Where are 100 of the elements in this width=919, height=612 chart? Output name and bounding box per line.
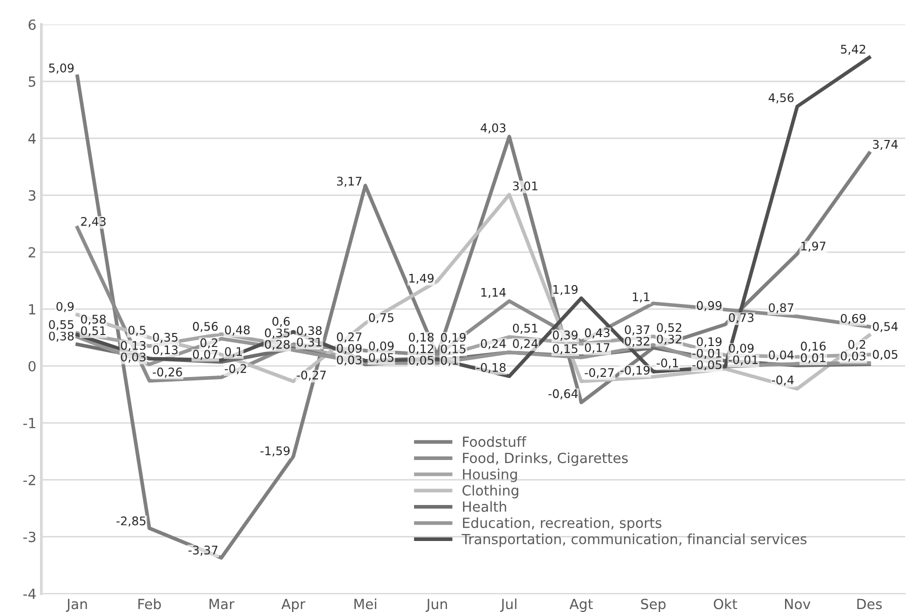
data-label: 3,17 (337, 176, 362, 187)
data-label: 0,03 (336, 355, 362, 366)
data-label: 0,54 (872, 322, 898, 332)
data-label: 0,56 (192, 322, 218, 332)
data-label: 0,12 (408, 344, 434, 354)
y-tick-label: 2 (28, 247, 36, 258)
data-label: 3,01 (513, 181, 538, 192)
data-label: 0,52 (656, 323, 682, 334)
data-label: 0,39 (552, 330, 578, 341)
x-tick-label: Agt (569, 598, 593, 612)
y-tick-label: 5 (28, 76, 36, 87)
data-label: 0,75 (368, 313, 394, 324)
data-label: -0,26 (152, 368, 182, 378)
y-tick-label: -1 (23, 418, 36, 428)
data-label: 0,05 (368, 352, 394, 364)
data-label: -0,2 (224, 364, 246, 374)
data-label: 4,56 (768, 93, 794, 104)
data-label: -0,05 (692, 360, 722, 370)
y-tick-label: 1 (29, 304, 36, 314)
data-label: 0,17 (584, 343, 610, 354)
data-label: -0,4 (772, 376, 794, 386)
data-label: -0,01 (728, 355, 758, 366)
data-label: 0,15 (552, 344, 578, 354)
y-tick-label: 0 (28, 360, 36, 372)
data-label: 0,87 (768, 303, 794, 314)
data-label: 1,1 (632, 292, 650, 302)
legend-label: Health (463, 501, 506, 512)
data-label: 0,05 (872, 350, 898, 360)
x-tick-label: Apr (281, 598, 306, 612)
data-label: 0,16 (800, 342, 826, 352)
data-label: 0,55 (48, 320, 74, 330)
data-label: 0,05 (408, 356, 434, 366)
data-label: 0,03 (120, 352, 146, 363)
data-label: 0,19 (696, 337, 722, 348)
y-tick-label: -2 (23, 474, 36, 486)
data-label: 0,32 (624, 336, 650, 347)
data-label: 0,37 (624, 325, 650, 336)
data-label: 0,38 (48, 332, 74, 342)
legend-label: Clothing (462, 484, 518, 498)
data-label: 0,24 (480, 339, 506, 350)
y-tick-label: -4 (23, 588, 36, 599)
data-label: -2,85 (116, 516, 146, 527)
data-label: 0,19 (440, 332, 466, 344)
x-tick-label: Feb (138, 598, 161, 610)
data-label: 0,09 (728, 344, 754, 354)
data-label: 0,2 (848, 340, 866, 350)
data-label: 1,19 (553, 285, 578, 296)
data-label: 0,5 (128, 326, 146, 336)
data-label: 0,35 (152, 332, 178, 343)
data-label: -1,59 (260, 446, 290, 456)
x-tick-label: Des (857, 598, 882, 610)
data-label: 0,09 (336, 344, 362, 354)
data-label: 1,49 (409, 274, 434, 284)
x-tick-label: Jul (500, 598, 516, 612)
data-label: 0,07 (192, 350, 218, 360)
data-label: 0,69 (840, 314, 866, 324)
data-label: 0,15 (440, 344, 466, 355)
x-tick-label: Jan (66, 598, 87, 612)
data-label: 5,42 (840, 44, 866, 55)
data-label: -0,27 (296, 370, 326, 381)
data-label: 0,48 (224, 325, 250, 336)
data-label: 0,27 (336, 332, 362, 343)
data-label: -0,18 (476, 363, 506, 374)
data-label: 0,73 (728, 313, 754, 324)
data-label: 0,58 (81, 314, 106, 325)
data-label: -0,19 (620, 366, 650, 376)
y-tick-label: -3 (23, 532, 36, 542)
y-tick-label: 4 (28, 133, 36, 144)
data-label: 0,24 (512, 339, 538, 350)
x-tick-label: Mar (210, 598, 234, 610)
data-label: 0,2 (200, 338, 218, 348)
data-label: 0,28 (264, 340, 290, 350)
data-label: 0,13 (152, 345, 178, 356)
data-label: 0,32 (656, 334, 682, 345)
legend-label: Education, recreation, sports (463, 517, 662, 531)
data-label: 0,01 (800, 353, 826, 364)
data-label: 0,51 (81, 326, 106, 336)
legend-label: Foodstuff (463, 436, 527, 447)
data-label: 1,97 (801, 242, 826, 252)
data-label: 0,1 (440, 356, 458, 366)
data-label: 0,31 (296, 338, 322, 348)
data-label: 0,09 (368, 341, 394, 352)
x-tick-label: Sep (641, 598, 666, 612)
data-label: 4,03 (480, 123, 506, 134)
x-tick-label: Nov (785, 598, 810, 610)
data-label: 0,18 (408, 332, 434, 343)
data-label: 0,38 (296, 326, 322, 336)
x-tick-label: Mei (354, 598, 376, 610)
data-label: 0,13 (120, 341, 146, 352)
x-tick-label: Okt (714, 598, 738, 610)
legend-label: Transportation, communication, financial services (462, 534, 806, 547)
data-label: 0,43 (584, 328, 610, 338)
y-tick-label: 3 (28, 190, 36, 201)
legend-label: Food, Drinks, Cigarettes (463, 452, 628, 466)
data-label: 0,6 (272, 316, 290, 328)
data-label: 3,74 (873, 140, 898, 150)
data-label: 1,14 (481, 288, 506, 298)
y-tick-label: 6 (28, 19, 36, 30)
data-label: 0,1 (224, 347, 242, 358)
data-label: -0,64 (548, 389, 578, 400)
